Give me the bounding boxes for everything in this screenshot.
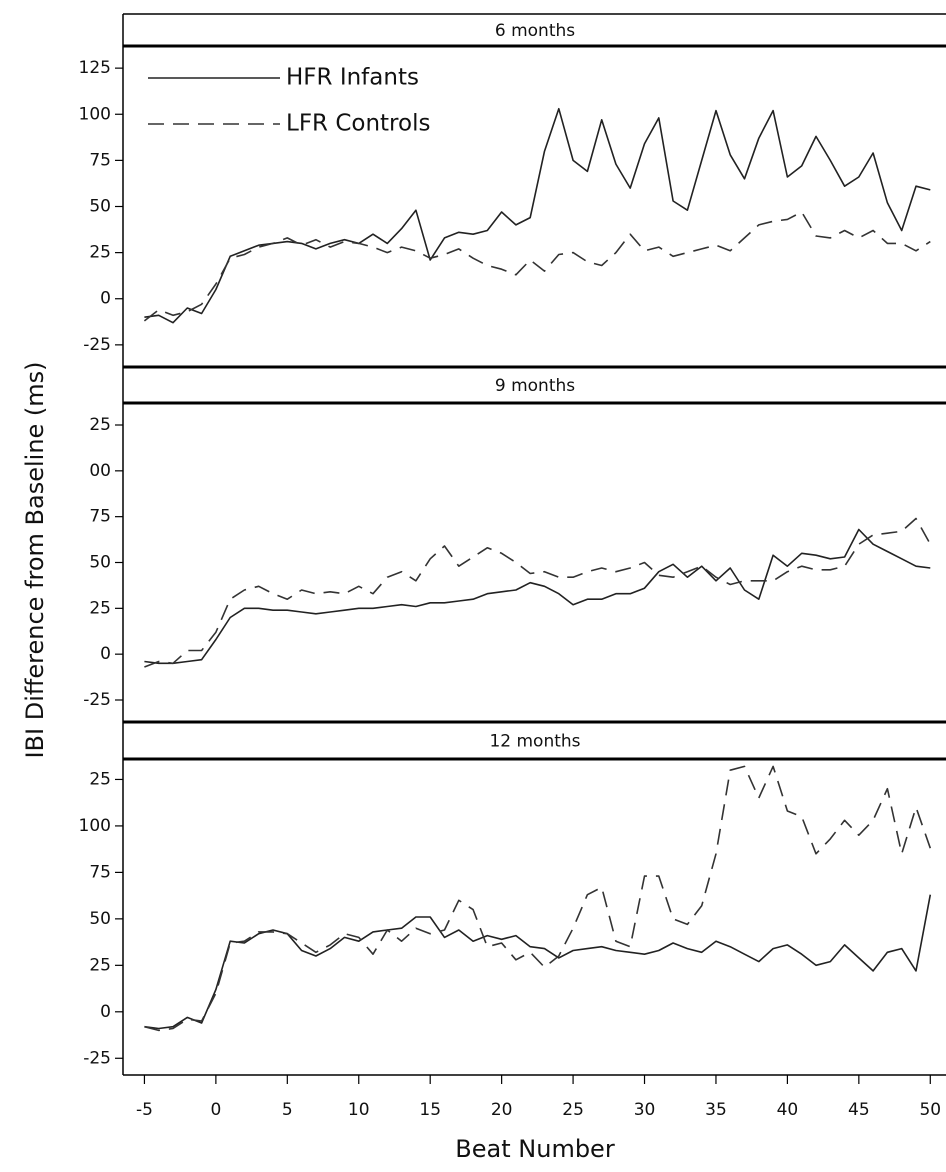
y-tick-label: -25 [83,1048,111,1068]
panel-title: 9 months [495,376,575,396]
y-tick-label: 25 [89,415,111,435]
x-tick-label: 15 [419,1100,441,1120]
y-tick-label: 25 [89,769,111,789]
y-tick-label: 25 [89,598,111,618]
legend-label: LFR Controls [286,111,430,137]
y-tick-label: 75 [89,507,111,527]
series-line [144,765,932,1032]
panel-header [123,722,946,759]
series-line [144,528,931,665]
panel-title: 6 months [495,21,575,41]
panel-header [123,367,946,403]
y-tick-label: 0 [100,1002,111,1022]
y-tick-label: 00 [89,461,111,481]
y-tick-label: -25 [83,335,111,355]
y-tick-label: 50 [89,197,111,217]
y-tick-label: 0 [100,644,111,664]
x-tick-label: 0 [210,1100,221,1120]
y-tick-label: 50 [89,909,111,929]
y-tick-label: -25 [83,690,111,710]
x-tick-label: 5 [282,1100,293,1120]
panel-header [123,14,946,46]
x-tick-label: 25 [562,1100,584,1120]
panel-title: 12 months [489,732,580,752]
x-axis-label: Beat Number [455,1135,615,1163]
y-tick-label: 0 [100,289,111,309]
x-tick-label: 10 [348,1100,370,1120]
y-axis-label: IBI Difference from Baseline (ms) [21,361,49,758]
x-tick-label: 50 [919,1100,941,1120]
y-tick-label: 25 [89,243,111,263]
x-tick-label: 20 [491,1100,513,1120]
y-tick-label: 75 [89,150,111,170]
y-tick-label: 25 [89,955,111,975]
x-tick-label: 35 [705,1100,727,1120]
series-line [144,894,932,1030]
legend-label: HFR Infants [286,65,419,91]
x-tick-label: 40 [777,1100,799,1120]
series-line [143,211,931,322]
x-tick-label: 30 [634,1100,656,1120]
series-line [144,107,931,324]
y-tick-label: 75 [89,862,111,882]
y-tick-label: 100 [79,104,111,124]
y-tick-label: 50 [89,553,111,573]
x-tick-label: -5 [136,1100,153,1120]
series-line [144,517,931,668]
x-tick-label: 45 [848,1100,870,1120]
y-tick-label: 100 [79,816,111,836]
y-tick-label: 125 [79,58,111,78]
